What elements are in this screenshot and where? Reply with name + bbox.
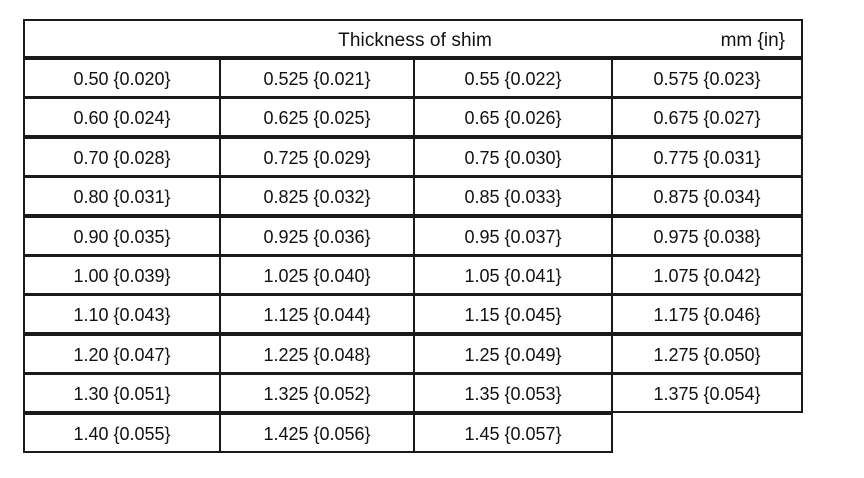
table-cell: 0.675 {0.027} — [611, 97, 803, 137]
table-cell: 0.525 {0.021} — [219, 58, 415, 98]
table-row: 0.90 {0.035} 0.925 {0.036} 0.95 {0.037} 0.9… — [23, 216, 803, 256]
table-row: 1.40 {0.055} 1.425 {0.056} 1.45 {0.057} — [23, 413, 803, 453]
table-cell: 1.125 {0.044} — [219, 294, 415, 334]
table-cell: 1.20 {0.047} — [23, 334, 221, 374]
table-row: 0.70 {0.028} 0.725 {0.029} 0.75 {0.030} 0.7… — [23, 137, 803, 177]
table-cell: 0.70 {0.028} — [23, 137, 221, 177]
table-cell: 1.325 {0.052} — [219, 373, 415, 413]
shim-thickness-table: Thickness of shim mm {in} 0.50 {0.020} 0.… — [23, 19, 803, 453]
table-cell: 0.50 {0.020} — [23, 58, 221, 98]
table-cell: 1.075 {0.042} — [611, 255, 803, 295]
table-row: 0.80 {0.031} 0.825 {0.032} 0.85 {0.033} 0.8… — [23, 176, 803, 216]
table-cell: 1.25 {0.049} — [413, 334, 613, 374]
table-cell: 0.60 {0.024} — [23, 97, 221, 137]
table-row: 0.50 {0.020} 0.525 {0.021} 0.55 {0.022} 0.5… — [23, 58, 803, 98]
table-cell: 1.425 {0.056} — [219, 413, 415, 453]
table-cell: 0.875 {0.034} — [611, 176, 803, 216]
table-row: 0.60 {0.024} 0.625 {0.025} 0.65 {0.026} 0.6… — [23, 97, 803, 137]
table-cell: 0.75 {0.030} — [413, 137, 613, 177]
table-cell: 1.225 {0.048} — [219, 334, 415, 374]
table-cell: 1.375 {0.054} — [611, 373, 803, 413]
table-header: Thickness of shim mm {in} — [23, 19, 803, 58]
table-cell: 1.275 {0.050} — [611, 334, 803, 374]
table-cell: 1.40 {0.055} — [23, 413, 221, 453]
unit-label: mm {in} — [720, 30, 785, 51]
table-cell: 0.825 {0.032} — [219, 176, 415, 216]
table-cell: 0.725 {0.029} — [219, 137, 415, 177]
table-row: 1.30 {0.051} 1.325 {0.052} 1.35 {0.053} 1.3… — [23, 373, 803, 413]
table-cell: 1.025 {0.040} — [219, 255, 415, 295]
table-cell: 0.90 {0.035} — [23, 216, 221, 256]
table-cell: 1.175 {0.046} — [611, 294, 803, 334]
table-cell: 0.925 {0.036} — [219, 216, 415, 256]
table-cell: 1.35 {0.053} — [413, 373, 613, 413]
table-row: 1.10 {0.043} 1.125 {0.044} 1.15 {0.045} 1.1… — [23, 294, 803, 334]
table-cell: 1.00 {0.039} — [23, 255, 221, 295]
table-cell: 0.95 {0.037} — [413, 216, 613, 256]
table-cell: 0.55 {0.022} — [413, 58, 613, 98]
table-cell: 1.15 {0.045} — [413, 294, 613, 334]
table-cell: 1.05 {0.041} — [413, 255, 613, 295]
table-cell: 0.775 {0.031} — [611, 137, 803, 177]
table-row: 1.00 {0.039} 1.025 {0.040} 1.05 {0.041} 1.0… — [23, 255, 803, 295]
table-cell: 1.10 {0.043} — [23, 294, 221, 334]
table-cell: 0.85 {0.033} — [413, 176, 613, 216]
table-title: Thickness of shim — [338, 30, 492, 51]
table-cell: 1.45 {0.057} — [413, 413, 613, 453]
table-cell: 0.65 {0.026} — [413, 97, 613, 137]
table-cell: 0.975 {0.038} — [611, 216, 803, 256]
table-cell: 1.30 {0.051} — [23, 373, 221, 413]
table-cell: 0.80 {0.031} — [23, 176, 221, 216]
table-row: 1.20 {0.047} 1.225 {0.048} 1.25 {0.049} 1.2… — [23, 334, 803, 374]
table-cell: 0.625 {0.025} — [219, 97, 415, 137]
table-cell: 0.575 {0.023} — [611, 58, 803, 98]
